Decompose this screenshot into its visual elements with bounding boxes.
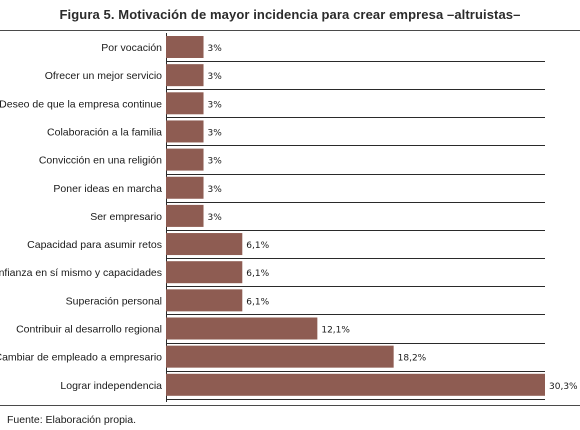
value-label: 12,1% xyxy=(321,326,350,336)
category-label: Deseo de que la empresa continue xyxy=(0,98,162,110)
bar xyxy=(166,373,545,396)
bar xyxy=(166,233,243,256)
value-label: 3% xyxy=(208,213,223,223)
bottom-rule xyxy=(0,405,580,406)
value-label: 3% xyxy=(208,128,223,138)
value-label: 3% xyxy=(208,72,223,82)
category-label: Capacidad para asumir retos xyxy=(27,239,162,251)
bar xyxy=(166,64,204,87)
category-label: Confianza en sí mismo y capacidades xyxy=(0,267,162,279)
bar xyxy=(166,92,204,115)
bar xyxy=(166,261,243,284)
category-label: Ser empresario xyxy=(90,211,162,223)
bar xyxy=(166,36,204,58)
value-label: 3% xyxy=(208,157,223,167)
category-label: Contribuir al desarrollo regional xyxy=(16,324,162,336)
category-label: Cambiar de empleado a empresario xyxy=(0,352,162,364)
bar-chart: Por vocación 3% Ofrecer un mejor servicio 3… xyxy=(0,33,578,402)
top-rule xyxy=(0,30,580,31)
source-note: Fuente: Elaboración propia. xyxy=(7,414,136,426)
value-label: 18,2% xyxy=(398,354,427,364)
value-label: 6,1% xyxy=(246,269,269,279)
value-label: 6,1% xyxy=(246,241,269,251)
chart-title: Figura 5. Motivación de mayor incidencia… xyxy=(59,7,521,22)
category-label: Ofrecer un mejor servicio xyxy=(45,70,162,82)
value-label: 30,3% xyxy=(549,382,578,392)
category-label: Superación personal xyxy=(66,295,162,307)
category-label: Por vocación xyxy=(101,42,162,54)
category-label: Convicción en una religión xyxy=(39,155,162,167)
value-label: 3% xyxy=(208,44,223,54)
value-label: 3% xyxy=(208,185,223,195)
value-label: 6,1% xyxy=(246,297,269,307)
category-label: Poner ideas en marcha xyxy=(53,183,162,195)
category-label: Colaboración a la familia xyxy=(47,126,162,138)
bar xyxy=(166,345,394,368)
bar xyxy=(166,317,318,340)
bar xyxy=(166,120,204,143)
bar xyxy=(166,148,204,171)
bar xyxy=(166,204,204,227)
bar xyxy=(166,176,204,199)
category-label: Lograr independencia xyxy=(60,380,162,392)
bar xyxy=(166,289,243,312)
value-label: 3% xyxy=(208,100,223,110)
